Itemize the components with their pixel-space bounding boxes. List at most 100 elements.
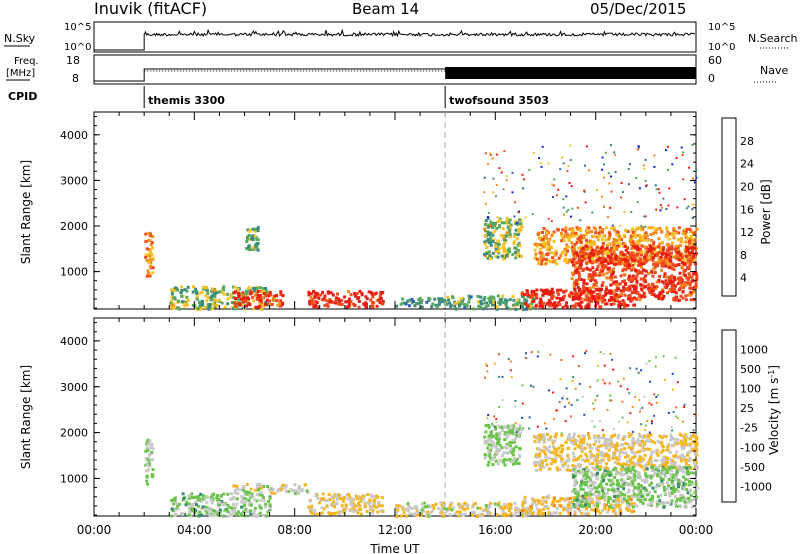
echo-cell-r1 bbox=[210, 287, 214, 291]
echo-cell-r0 bbox=[145, 259, 149, 263]
echo-cell-r6 bbox=[476, 294, 480, 298]
echo-cell-r8 bbox=[596, 467, 600, 471]
echo-cell-sparse bbox=[675, 415, 678, 418]
echo-cell-r9 bbox=[573, 243, 577, 246]
echo-cell-r10 bbox=[572, 245, 576, 249]
echo-cell-r2 bbox=[241, 487, 245, 490]
echo-cell-r8 bbox=[636, 474, 640, 478]
nsky-tick-top: 10^5 bbox=[64, 22, 91, 33]
echo-cell-r10 bbox=[690, 260, 694, 264]
echo-cell-r1 bbox=[179, 291, 183, 295]
echo-cell-r4 bbox=[458, 505, 462, 509]
echo-cell-r7 bbox=[533, 464, 537, 468]
echo-cell-sparse bbox=[484, 202, 487, 205]
echo-cell-r9 bbox=[600, 230, 604, 234]
echo-cell-r8 bbox=[640, 479, 644, 483]
echo-cell-r7 bbox=[588, 446, 592, 450]
echo-cell-r9 bbox=[568, 234, 572, 238]
echo-cell-r1 bbox=[242, 510, 246, 514]
echo-cell-r7 bbox=[551, 303, 555, 307]
echo-cell-r7 bbox=[535, 435, 539, 439]
echo-cell-r3 bbox=[311, 511, 315, 515]
echo-cell-r9 bbox=[538, 251, 542, 255]
echo-cell-r6 bbox=[505, 442, 509, 446]
echo-cell-r4 bbox=[395, 515, 399, 518]
echo-cell-r8 bbox=[683, 486, 687, 490]
echo-cell-r8 bbox=[574, 479, 577, 483]
echo-cell-sparse bbox=[570, 403, 573, 406]
echo-cell-r7 bbox=[547, 449, 550, 453]
echo-cell-r7 bbox=[637, 434, 641, 437]
echo-cell-r10 bbox=[612, 249, 616, 253]
echo-cell-r10 bbox=[573, 255, 577, 259]
echo-cell-r8 bbox=[658, 474, 662, 477]
echo-cell-r9 bbox=[598, 234, 602, 238]
echo-cell-sparse bbox=[606, 409, 609, 411]
echo-cell-r10 bbox=[660, 268, 664, 272]
echo-cell-sparse bbox=[587, 169, 590, 172]
echo-cell-sparse bbox=[683, 406, 686, 408]
echo-cell-r6 bbox=[505, 435, 509, 439]
echo-cell-r1 bbox=[255, 514, 259, 518]
echo-cell-r1 bbox=[253, 289, 257, 293]
echo-cell-r7 bbox=[629, 433, 633, 437]
echo-cell-r9 bbox=[678, 244, 682, 248]
echo-cell-r7 bbox=[656, 439, 660, 443]
echo-cell-r7 bbox=[600, 454, 604, 458]
echo-cell-sparse bbox=[694, 414, 697, 417]
echo-cell-r6 bbox=[500, 446, 504, 450]
echo-cell-r10 bbox=[664, 255, 668, 259]
echo-cell-r3 bbox=[379, 292, 383, 296]
echo-cell-r8 bbox=[694, 495, 698, 499]
echo-cell-r10 bbox=[644, 274, 648, 278]
echo-cell-sparse bbox=[568, 182, 571, 184]
echo-cell-sparse bbox=[662, 355, 665, 358]
echo-cell-r2 bbox=[268, 299, 271, 303]
echo-cell-r7 bbox=[571, 304, 574, 308]
echo-cell-r10 bbox=[594, 273, 598, 277]
echo-cell-r7 bbox=[537, 463, 541, 467]
echo-cell-r3 bbox=[365, 302, 369, 306]
echo-cell-r8 bbox=[505, 231, 509, 235]
echo-cell-r7 bbox=[674, 454, 678, 458]
echo-cell-r5 bbox=[563, 506, 566, 509]
echo-cell-r2 bbox=[260, 300, 264, 304]
echo-cell-r7 bbox=[605, 442, 609, 446]
echo-cell-r1 bbox=[245, 509, 249, 513]
echo-cell-r8 bbox=[675, 504, 678, 508]
echo-cell-r9 bbox=[632, 243, 636, 247]
echo-cell-r8 bbox=[501, 244, 505, 248]
echo-cell-r7 bbox=[668, 458, 672, 462]
echo-cell-r10 bbox=[581, 246, 585, 250]
echo-cell-r3 bbox=[378, 301, 382, 304]
echo-cell-r3 bbox=[328, 298, 332, 302]
echo-cell-r6 bbox=[516, 303, 520, 307]
echo-cell-r2 bbox=[234, 305, 238, 308]
echo-cell-r4 bbox=[256, 242, 260, 246]
echo-cell-r1 bbox=[226, 297, 230, 301]
echo-cell-r3 bbox=[351, 504, 355, 508]
echo-cell-r5 bbox=[614, 503, 618, 507]
echo-cell-r10 bbox=[615, 297, 619, 301]
echo-cell-r2 bbox=[272, 295, 276, 298]
echo-cell-sparse bbox=[628, 163, 631, 166]
echo-cell-r8 bbox=[621, 500, 625, 504]
echo-cell-r7 bbox=[646, 447, 650, 451]
echo-cell-sparse bbox=[536, 425, 539, 428]
echo-cell-r7 bbox=[666, 445, 670, 448]
echo-cell-r9 bbox=[552, 230, 556, 234]
echo-cell-r10 bbox=[587, 276, 591, 280]
cpid-segment-1: twofsound 3503 bbox=[449, 94, 549, 107]
echo-cell-r10 bbox=[585, 282, 589, 286]
echo-cell-r9 bbox=[685, 227, 689, 231]
echo-cell-r3 bbox=[325, 504, 329, 508]
echo-cell-r10 bbox=[628, 263, 631, 267]
echo-cell-sparse bbox=[569, 159, 572, 161]
echo-cell-r2 bbox=[233, 489, 237, 493]
echo-cell-sparse bbox=[501, 375, 504, 378]
echo-cell-r5 bbox=[544, 500, 548, 504]
echo-cell-sparse bbox=[603, 364, 606, 367]
echo-cell-sparse bbox=[671, 163, 674, 166]
freq-panel: Freq. [MHz] 18 8 60 0 Nave bbox=[6, 54, 788, 85]
echo-cell-r1 bbox=[243, 501, 247, 504]
